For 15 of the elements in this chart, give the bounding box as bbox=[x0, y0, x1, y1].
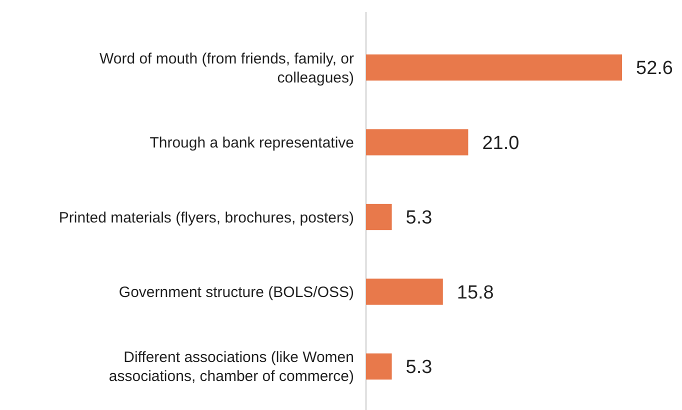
y-tick-label: Printed materials (flyers, brochures, posters) bbox=[58, 209, 354, 226]
bar bbox=[366, 278, 443, 305]
bar bbox=[366, 353, 392, 380]
y-tick-label: Different associations (like Women associations, chamber of commerce) bbox=[108, 349, 354, 386]
data-label: 5.3 bbox=[406, 357, 432, 378]
y-tick-label: Word of mouth (from friends, family, or colleagues) bbox=[99, 50, 354, 86]
y-tick-label: Through a bank representative bbox=[150, 134, 354, 152]
data-label: 52.6 bbox=[636, 58, 673, 80]
data-label: 5.3 bbox=[406, 208, 432, 229]
bar bbox=[366, 129, 468, 156]
bar bbox=[366, 204, 392, 230]
data-label: 15.8 bbox=[456, 282, 494, 304]
bar bbox=[366, 54, 622, 81]
data-label: 21.0 bbox=[482, 132, 520, 154]
y-tick-label: Government structure (BOLS/OSS) bbox=[118, 284, 354, 301]
